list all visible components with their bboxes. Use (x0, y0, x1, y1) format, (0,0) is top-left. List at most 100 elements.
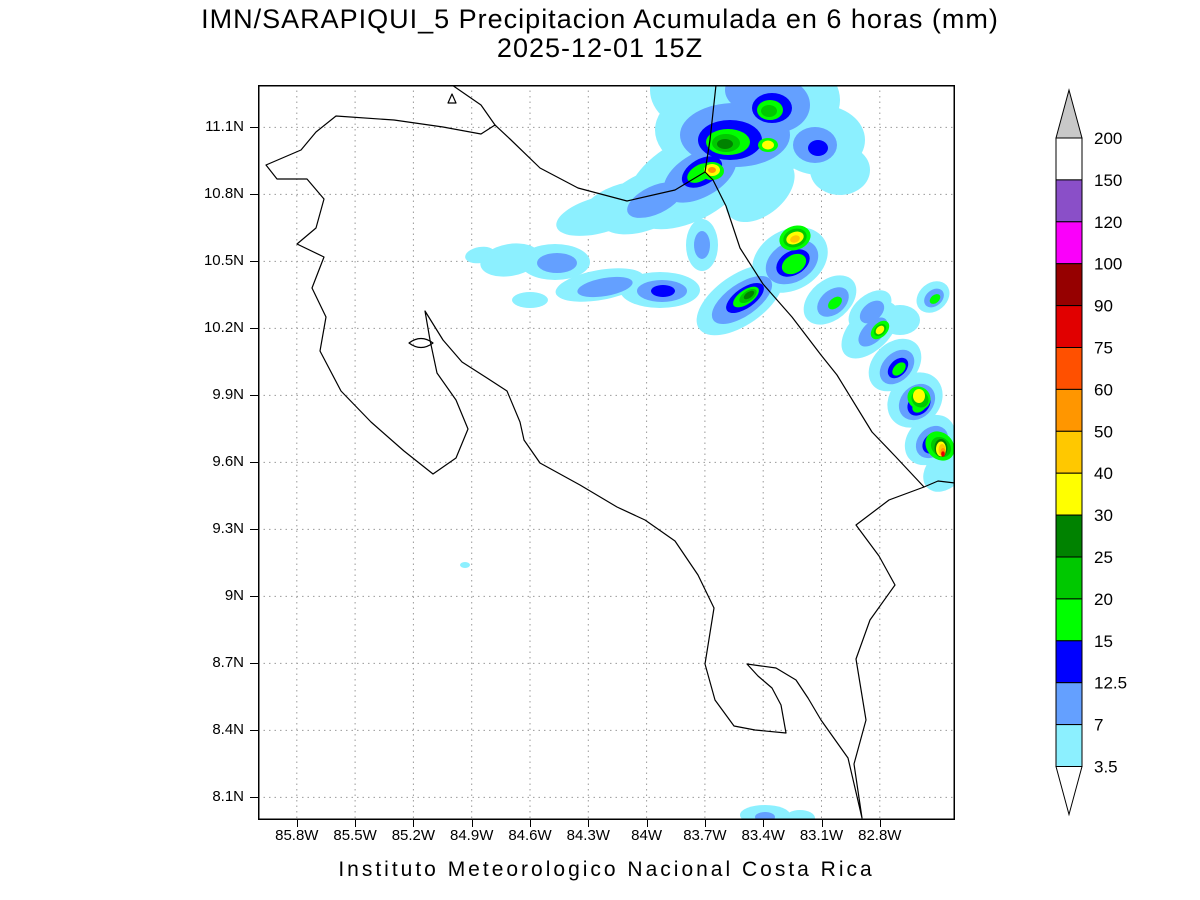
colorbar-segment (1055, 724, 1083, 767)
lat-tick-label: 9.9N (212, 386, 244, 404)
precip-blob-mblue (577, 276, 633, 298)
precip-blob-blue (808, 140, 828, 156)
precip-blob-cyan (460, 562, 470, 568)
colorbar-label: 100 (1094, 255, 1122, 274)
colorbar-segment (1055, 598, 1083, 642)
colorbar-segment (1055, 347, 1083, 390)
precip-blob-mblue (694, 231, 710, 259)
colorbar-label: 12.5 (1094, 674, 1127, 693)
colorbar-segment (1055, 305, 1083, 349)
lat-tick-mark (250, 529, 258, 531)
colorbar-label: 75 (1094, 339, 1113, 358)
coastline (447, 93, 457, 104)
colorbar-segment (1055, 472, 1083, 516)
precip-blob-mblue (755, 812, 775, 820)
map-plot-area (258, 85, 955, 820)
page-title: IMN/SARAPIQUI_5 Precipitacion Acumulada … (201, 4, 999, 34)
lon-tick-label: 83.4W (741, 827, 785, 844)
lon-tick-mark (355, 820, 357, 827)
precip-blob-cyan (880, 305, 920, 335)
colorbar-label: 50 (1094, 422, 1113, 441)
colorbar-segment (1055, 514, 1083, 558)
precip-blob-green (761, 105, 777, 117)
colorbar-over-triangle (1055, 88, 1083, 139)
plot-border (258, 85, 955, 820)
colorbar-label: 3.5 (1094, 758, 1118, 777)
lat-tick-mark (250, 596, 258, 598)
precip-blob-cyan (512, 292, 548, 308)
precip-blob-yellow (913, 389, 925, 403)
lat-tick-label: 9N (224, 587, 244, 605)
lat-tick-label: 10.5N (203, 252, 244, 270)
colorbar-label: 120 (1094, 213, 1122, 232)
precip-blob-blue (651, 285, 675, 297)
lon-tick-label: 85.5W (333, 827, 377, 844)
lat-tick-mark (250, 261, 258, 263)
precip-blob-cyan (725, 157, 795, 223)
lon-tick-label: 84W (631, 827, 663, 844)
colorbar-label: 30 (1094, 506, 1113, 525)
page-subtitle: 2025-12-01 15Z (496, 33, 704, 63)
lon-tick-mark (530, 820, 531, 827)
colorbar-label: 15 (1094, 632, 1113, 651)
precip-blob-bgreen (929, 294, 941, 304)
colorbar-legend: 200 150 120 100 90 75 60 50 40 30 25 20 15 12.5 7 3.5 (1055, 88, 1127, 817)
colorbar-segment (1055, 556, 1083, 600)
precip-blob-bgreen (781, 253, 807, 275)
coastline (704, 85, 717, 173)
colorbar-label: 25 (1094, 548, 1113, 567)
lat-tick-mark (250, 462, 258, 464)
colorbar-label: 60 (1094, 380, 1113, 399)
lat-tick-mark (250, 127, 258, 129)
colorbar-segment (1055, 640, 1083, 684)
lon-tick-mark (821, 820, 823, 827)
coastline (408, 337, 434, 349)
lon-tick-mark (296, 820, 298, 827)
colorbar-segment (1055, 221, 1083, 265)
precip-blob-mblue (537, 253, 577, 273)
precip-blob-dgreen (717, 139, 733, 149)
lon-tick-mark (471, 820, 473, 827)
colorbar-segment (1055, 179, 1083, 223)
colorbar-segment (1055, 388, 1083, 432)
precip-blob-bgreen (892, 362, 906, 376)
lon-tick-mark (588, 820, 590, 827)
colorbar-segment (1055, 430, 1083, 474)
colorbar-segment (1055, 137, 1083, 181)
lat-tick-mark (250, 395, 258, 397)
precip-blob-yellow (875, 325, 885, 335)
lon-tick-label: 84.3W (566, 827, 610, 844)
lon-tick-label: 83.7W (683, 827, 727, 844)
colorbar-segment (1055, 263, 1083, 307)
lon-tick-label: 84.9W (450, 827, 494, 844)
lat-tick-label: 11.1N (205, 118, 244, 136)
colorbar-label: 40 (1094, 464, 1113, 483)
precip-blob-cyan (785, 810, 815, 820)
lon-tick-mark (879, 820, 881, 827)
lat-tick-label: 8.1N (212, 788, 244, 806)
lat-tick-mark (250, 663, 258, 665)
coastline (265, 115, 925, 819)
lat-tick-mark (250, 328, 258, 330)
lon-tick-mark (763, 820, 765, 827)
colorbar-label: 90 (1094, 297, 1113, 316)
precip-blob-dgreen (743, 290, 755, 300)
precip-blob-bgreen (828, 296, 842, 310)
precip-blob-mblue (859, 300, 885, 324)
map-canvas (258, 85, 955, 820)
precip-blob-amber (790, 235, 800, 243)
footer-caption: Instituto Meteorologico Nacional Costa R… (338, 858, 875, 881)
lat-tick-label: 10.2N (203, 319, 244, 337)
lon-tick-mark (646, 820, 648, 827)
lon-tick-label: 84.6W (508, 827, 552, 844)
lon-tick-mark (704, 820, 706, 827)
lat-tick-label: 9.6N (212, 453, 244, 471)
colorbar-label: 150 (1094, 171, 1122, 190)
lat-tick-label: 10.8N (203, 185, 244, 203)
precip-blob-red (941, 451, 945, 457)
lon-tick-label: 82.8W (858, 827, 902, 844)
lon-tick-label: 85.8W (275, 827, 319, 844)
lon-tick-label: 85.2W (391, 827, 436, 844)
coastline (451, 85, 496, 126)
